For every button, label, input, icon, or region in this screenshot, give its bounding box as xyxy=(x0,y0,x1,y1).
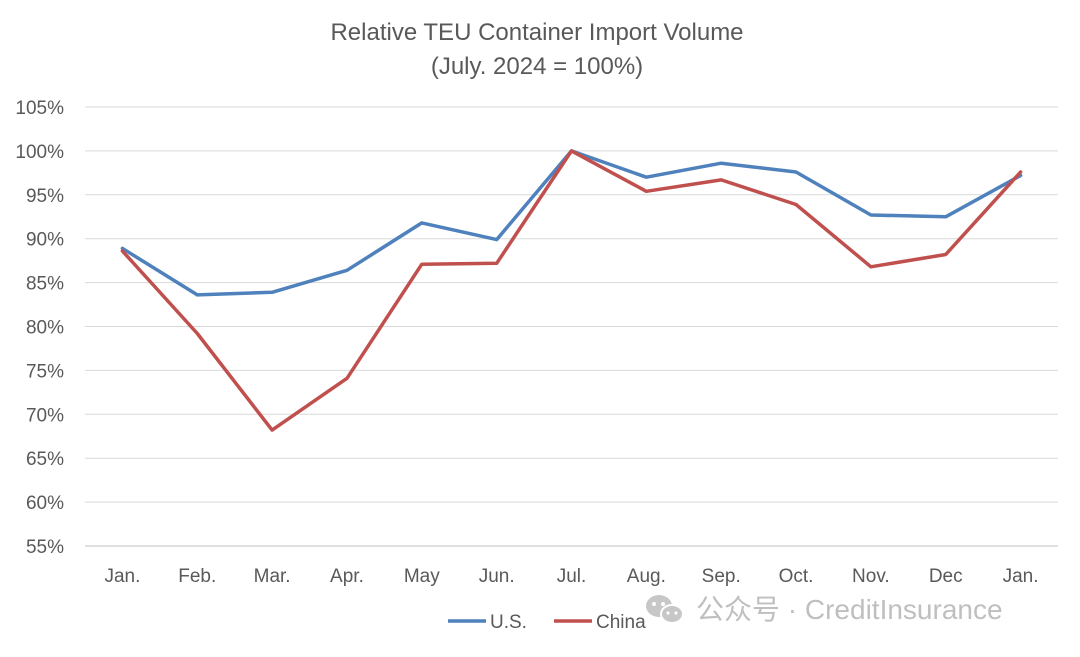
y-tick-label: 65% xyxy=(26,449,64,470)
x-axis-tick-labels: Jan. Feb. Mar. Apr. May Jun. Jul. Aug. Sep. Oct. N… xyxy=(104,566,1038,587)
y-tick-label: 70% xyxy=(26,405,64,426)
gridlines xyxy=(85,106,1058,547)
x-tick-label: Jan. xyxy=(1003,566,1039,587)
y-tick-label: 100% xyxy=(15,142,64,163)
series-line-china xyxy=(120,149,1023,432)
series-line-u-s xyxy=(120,149,1023,297)
chart-subtitle: (July. 2024 = 100%) xyxy=(431,53,643,80)
x-tick-label: Dec xyxy=(929,566,963,587)
watermark: 公众号 · CreditInsurance xyxy=(646,594,1003,625)
y-tick-label: 95% xyxy=(26,186,64,207)
y-axis-tick-labels: 55% 60% 65% 70% 75% 80% 85% 90% 95% 100% 105% xyxy=(15,98,64,558)
x-tick-label: Sep. xyxy=(702,566,741,587)
y-tick-label: 105% xyxy=(15,98,64,119)
y-tick-label: 60% xyxy=(26,493,64,514)
x-tick-label: Nov. xyxy=(852,566,890,587)
x-tick-label: Mar. xyxy=(254,566,291,587)
x-tick-label: May xyxy=(404,566,440,587)
legend: U.S. China xyxy=(448,612,646,633)
legend-label-u-s: U.S. xyxy=(490,612,527,633)
x-tick-label: Feb. xyxy=(178,566,216,587)
y-tick-label: 80% xyxy=(26,318,64,339)
y-tick-label: 75% xyxy=(26,361,64,382)
x-tick-label: Apr. xyxy=(330,566,364,587)
wechat-icon xyxy=(646,595,684,624)
legend-label-china: China xyxy=(596,612,646,633)
chart-title: Relative TEU Container Import Volume xyxy=(330,19,743,46)
series-lines xyxy=(120,149,1023,432)
y-tick-label: 55% xyxy=(26,537,64,558)
watermark-text: 公众号 · CreditInsurance xyxy=(696,594,1003,625)
y-tick-label: 85% xyxy=(26,274,64,295)
x-tick-label: Jul. xyxy=(557,566,587,587)
x-tick-label: Jan. xyxy=(104,566,140,587)
x-tick-label: Aug. xyxy=(627,566,666,587)
x-tick-label: Jun. xyxy=(479,566,515,587)
x-tick-label: Oct. xyxy=(779,566,814,587)
y-tick-label: 90% xyxy=(26,230,64,251)
